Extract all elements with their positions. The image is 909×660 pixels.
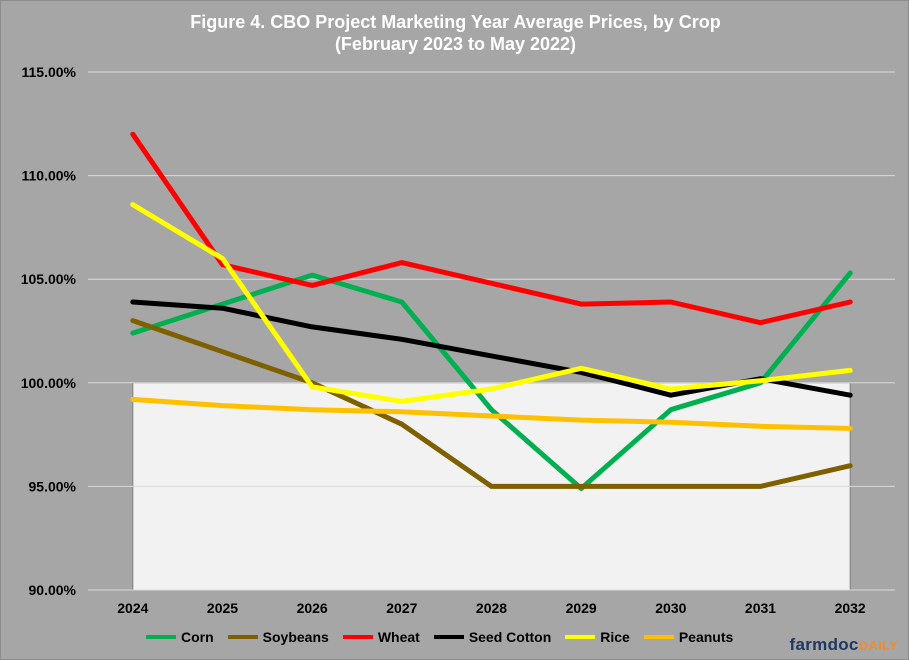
x-tick-label: 2024	[117, 600, 148, 616]
x-tick-label: 2032	[835, 600, 866, 616]
x-tick-label: 2026	[297, 600, 328, 616]
x-tick-label: 2029	[566, 600, 597, 616]
y-tick-label: 105.00%	[21, 271, 77, 287]
series-line-peanuts	[130, 396, 853, 431]
gridlines	[88, 71, 895, 591]
brand-part-2: DAILY	[858, 638, 898, 653]
series-lines	[130, 131, 853, 491]
legend-label: Seed Cotton	[468, 629, 552, 645]
x-axis-ticks: 2024 2025 2026 2027 2028 2029 2030 2031 2032	[117, 600, 866, 616]
legend-label: Rice	[600, 629, 630, 645]
legend-item-wheat: Wheat	[342, 629, 420, 645]
legend-item-rice: Rice	[565, 629, 630, 645]
x-tick-label: 2028	[476, 600, 507, 616]
legend: Corn Soybeans Wheat Seed Cotton Rice Peanuts	[146, 629, 747, 645]
legend-swatch	[565, 635, 596, 639]
legend-swatch	[433, 635, 464, 639]
farmdoc-daily-logo: farmdocDAILY	[790, 635, 898, 655]
legend-swatch	[146, 635, 176, 639]
chart-title-line-1: Figure 4. CBO Project Marketing Year Ave…	[190, 12, 721, 32]
series-line-soybeans	[130, 318, 853, 489]
brand-part-1: farmdoc	[789, 635, 859, 654]
x-tick-label: 2030	[655, 600, 686, 616]
legend-label: Soybeans	[262, 629, 329, 645]
x-tick-label: 2031	[745, 600, 776, 616]
y-axis-ticks: 90.00% 95.00% 100.00% 105.00% 110.00% 115.00%	[21, 64, 77, 598]
x-tick-label: 2025	[207, 600, 238, 616]
legend-swatch	[342, 635, 373, 639]
legend-label: Wheat	[377, 629, 420, 645]
legend-item-seed-cotton: Seed Cotton	[433, 629, 552, 645]
chart-title: Figure 4. CBO Project Marketing Year Ave…	[1, 11, 909, 55]
legend-label: Corn	[181, 629, 214, 645]
line-chart: 90.00% 95.00% 100.00% 105.00% 110.00% 115.00%…	[21, 64, 895, 616]
y-tick-label: 115.00%	[22, 64, 77, 80]
legend-label: Peanuts	[678, 629, 734, 645]
y-tick-label: 110.00%	[22, 168, 77, 184]
legend-swatch	[227, 635, 258, 639]
legend-item-corn: Corn	[146, 629, 214, 645]
y-tick-label: 100.00%	[21, 375, 77, 391]
series-line-rice	[130, 202, 853, 404]
x-tick-label: 2027	[386, 600, 417, 616]
series-line-corn	[130, 270, 853, 491]
y-tick-label: 95.00%	[29, 478, 77, 494]
legend-swatch	[643, 635, 674, 639]
series-line-wheat	[130, 131, 853, 326]
legend-item-peanuts: Peanuts	[643, 629, 734, 645]
legend-item-soybeans: Soybeans	[227, 629, 329, 645]
chart-title-line-2: (February 2023 to May 2022)	[334, 34, 577, 54]
y-tick-label: 90.00%	[29, 582, 77, 598]
